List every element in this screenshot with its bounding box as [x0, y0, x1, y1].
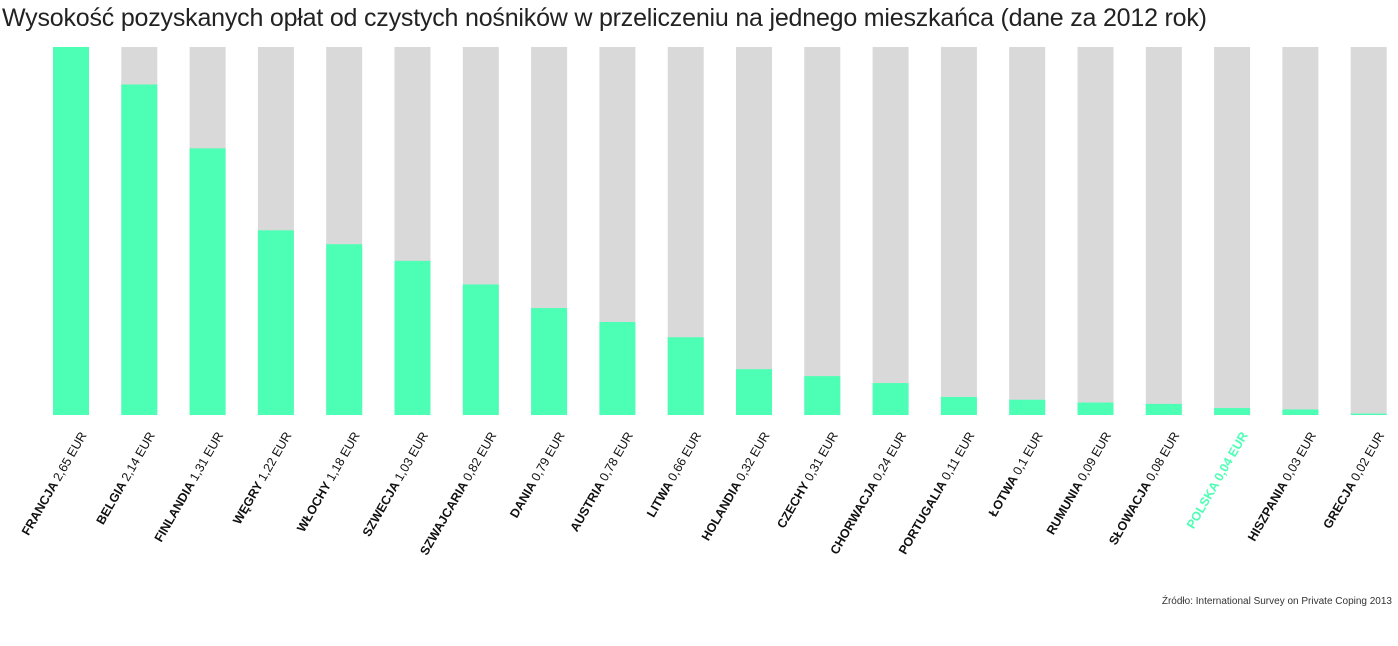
bar-10 — [736, 369, 772, 415]
bar-track-13 — [940, 47, 977, 415]
value-label: 0,09 EUR — [1075, 430, 1114, 484]
category-label-2: FINLANDIA 1,31 EUR — [152, 430, 226, 545]
value-label: 0,03 EUR — [1280, 430, 1319, 484]
bar-12 — [872, 383, 909, 415]
bar-4 — [326, 244, 363, 415]
bar-18 — [1282, 409, 1319, 415]
bar-track-16 — [1145, 47, 1182, 415]
country-name: POLSKA — [1184, 476, 1224, 531]
country-name: FRANCJA — [19, 476, 62, 537]
category-label-17: POLSKA 0,04 EUR — [1184, 430, 1251, 532]
bar-2 — [189, 148, 226, 415]
category-label-18: HISZPANIA 0,03 EUR — [1245, 430, 1319, 544]
country-name: FINLANDIA — [152, 476, 199, 544]
bar-track-19 — [1350, 47, 1387, 415]
value-label: 0,79 EUR — [528, 430, 567, 484]
category-label-14: ŁOTWA 0,1 EUR — [986, 430, 1046, 520]
bar-13 — [940, 396, 977, 415]
country-name: RUMUNIA — [1044, 476, 1087, 537]
bar-8 — [599, 321, 636, 415]
category-label-8: AUSTRIA 0,78 EUR — [567, 430, 636, 535]
country-name: GRECJA — [1321, 476, 1361, 531]
bar-track-14 — [1009, 47, 1046, 415]
bar-3 — [257, 230, 294, 415]
value-label: 0,1 EUR — [1010, 430, 1046, 478]
value-label: 1,31 EUR — [187, 430, 226, 484]
bar-15 — [1077, 402, 1114, 415]
value-label: 0,32 EUR — [733, 430, 772, 484]
bar-track-12 — [872, 47, 909, 415]
bar-track-11 — [804, 47, 841, 415]
value-label: 0,24 EUR — [870, 430, 909, 484]
value-label: 0,31 EUR — [802, 430, 841, 484]
category-label-0: FRANCJA 2,65 EUR — [19, 430, 90, 538]
bar-track-17 — [1214, 47, 1251, 415]
value-label: 2,14 EUR — [119, 430, 158, 484]
value-label: 0,82 EUR — [460, 430, 499, 484]
country-name: CZECHY — [774, 476, 813, 530]
country-name: SŁOWACJA — [1106, 476, 1155, 547]
country-name: AUSTRIA — [567, 476, 608, 534]
bar-5 — [394, 260, 431, 415]
value-label: 2,65 EUR — [50, 430, 89, 484]
value-label: 0,02 EUR — [1348, 430, 1387, 484]
bar-16 — [1145, 403, 1182, 415]
value-label: 0,78 EUR — [597, 430, 636, 484]
category-label-7: DANIA 0,79 EUR — [507, 430, 568, 521]
chart-title: Wysokość pozyskanych opłat od czystych n… — [2, 4, 1207, 32]
country-name: SZWAJCARIA — [417, 476, 472, 557]
category-label-19: GRECJA 0,02 EUR — [1321, 430, 1388, 532]
country-name: HISZPANIA — [1245, 476, 1292, 543]
bar-1 — [121, 84, 158, 416]
bar-0 — [53, 47, 89, 415]
value-label: 0,66 EUR — [665, 430, 704, 484]
category-label-13: PORTUGALIA 0,11 EUR — [896, 430, 978, 557]
bar-track-10 — [736, 47, 772, 415]
country-name: SZWECJA — [360, 476, 404, 539]
category-label-12: CHORWACJA 0,24 EUR — [828, 430, 910, 557]
country-name: WŁOCHY — [294, 476, 336, 534]
category-label-15: RUMUNIA 0,09 EUR — [1044, 430, 1114, 538]
category-label-9: LITWA 0,66 EUR — [644, 430, 704, 520]
country-name: DANIA — [507, 476, 540, 520]
country-name: PORTUGALIA — [896, 476, 951, 557]
bar-14 — [1009, 399, 1046, 415]
value-label: 0,11 EUR — [939, 430, 978, 483]
category-label-6: SZWAJCARIA 0,82 EUR — [417, 430, 499, 558]
bar-track-15 — [1077, 47, 1114, 415]
category-label-11: CZECHY 0,31 EUR — [774, 430, 841, 531]
country-name: ŁOTWA — [986, 470, 1022, 519]
bar-6 — [462, 284, 499, 415]
bar-19 — [1350, 413, 1387, 415]
bar-11 — [804, 376, 841, 415]
value-label: 0,04 EUR — [1211, 430, 1250, 484]
category-label-16: SŁOWACJA 0,08 EUR — [1106, 430, 1182, 548]
country-name: LITWA — [644, 476, 677, 519]
category-label-4: WŁOCHY 1,18 EUR — [294, 430, 363, 535]
category-label-10: HOLANDIA 0,32 EUR — [699, 430, 773, 544]
bar-track-18 — [1282, 47, 1319, 415]
bar-17 — [1214, 408, 1251, 415]
category-label-3: WĘGRY 1,22 EUR — [230, 430, 294, 527]
country-name: HOLANDIA — [699, 476, 746, 543]
value-label: 0,08 EUR — [1143, 430, 1182, 484]
country-name: CHORWACJA — [828, 476, 882, 556]
category-label-1: BELGIA 2,14 EUR — [94, 430, 158, 527]
bar-9 — [667, 337, 704, 415]
value-label: 1,22 EUR — [255, 430, 294, 484]
value-label: 1,18 EUR — [324, 430, 363, 484]
country-name: WĘGRY — [230, 476, 267, 526]
value-label: 1,03 EUR — [392, 430, 431, 484]
source-note: Źródło: International Survey on Private … — [1161, 596, 1392, 607]
bar-7 — [531, 308, 568, 415]
country-name: BELGIA — [94, 476, 131, 527]
category-label-5: SZWECJA 1,03 EUR — [360, 430, 431, 539]
